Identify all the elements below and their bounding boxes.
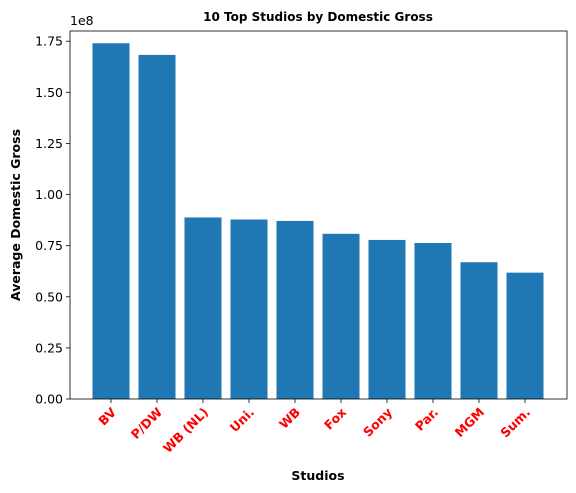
y-tick-label: 1.75 — [35, 34, 63, 49]
bar-sum — [506, 272, 544, 399]
chart-title: 10 Top Studios by Domestic Gross — [203, 10, 433, 24]
x-tick-label: Sum. — [497, 405, 533, 441]
x-tick-label: BV — [95, 404, 119, 428]
bar-p-dw — [138, 54, 176, 400]
bar-bv — [92, 43, 130, 400]
y-tick-label: 0.25 — [35, 340, 63, 355]
bar-sony — [368, 239, 406, 399]
x-tick-label: WB (NL) — [160, 405, 211, 456]
bars-group — [92, 43, 544, 400]
y-tick-label: 1.50 — [35, 85, 63, 100]
y-axis-ticks: 0.00 0.25 0.50 0.75 1.00 1.25 1.50 1.75 — [35, 34, 70, 407]
x-tick-label: Uni. — [227, 405, 257, 435]
x-tick-label: WB — [276, 405, 303, 432]
plot-frame — [69, 30, 568, 400]
bar-wb — [276, 220, 314, 399]
y-tick-label: 1.00 — [35, 187, 63, 202]
bar-fox — [322, 233, 360, 399]
bar-wb-nl — [184, 217, 222, 399]
x-tick-label: Par. — [412, 405, 441, 434]
x-tick-label: MGM — [452, 405, 487, 440]
y-axis-label: Average Domestic Gross — [8, 129, 23, 301]
x-tick-label: Sony — [360, 405, 395, 440]
y-tick-label: 0.50 — [35, 289, 63, 304]
y-offset-label: 1e8 — [70, 13, 94, 28]
x-tick-label: Fox — [321, 405, 349, 433]
bar-uni — [230, 219, 268, 399]
y-tick-label: 0.75 — [35, 238, 63, 253]
bar-par — [414, 243, 452, 399]
x-tick-label: P/DW — [128, 404, 166, 442]
bar-mgm — [460, 262, 498, 399]
y-tick-label: 0.00 — [35, 392, 63, 407]
y-tick-label: 1.25 — [35, 136, 63, 151]
x-axis-label: Studios — [291, 468, 344, 483]
